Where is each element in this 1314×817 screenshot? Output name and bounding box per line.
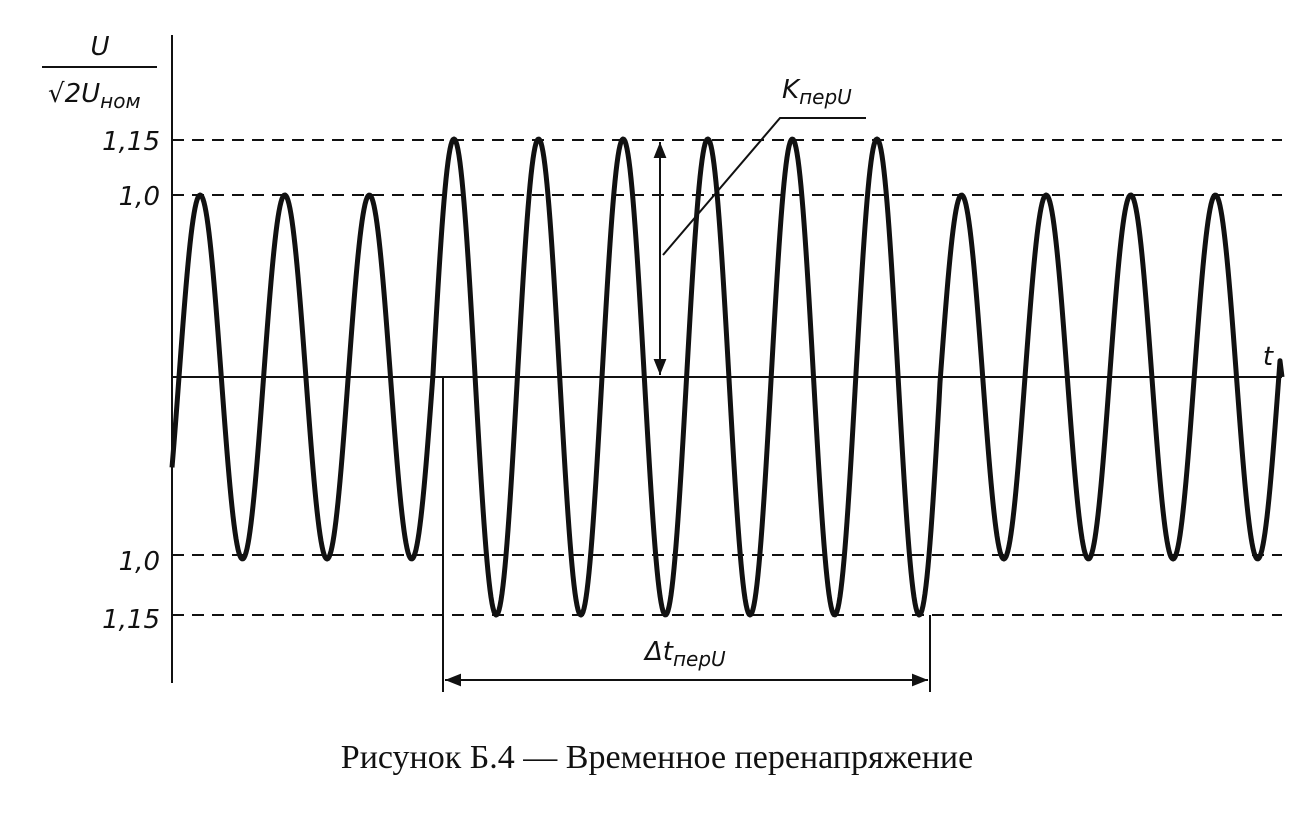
- y-label-numerator: U: [90, 32, 109, 62]
- y-label-denominator: √2Uном: [48, 79, 141, 113]
- voltage-wave: [169, 136, 1285, 618]
- caption: Рисунок Б.4 — Временное перенапряжение: [341, 739, 973, 776]
- leader-line: [662, 117, 866, 256]
- level-label: 1,0: [119, 547, 160, 577]
- level-label: 1,0: [119, 182, 160, 212]
- duration-label: ΔtперU: [643, 637, 726, 671]
- k-label: KперU: [782, 75, 852, 109]
- x-label: t: [1263, 342, 1274, 372]
- level-label: 1,15: [102, 605, 160, 635]
- level-label: 1,15: [102, 127, 160, 157]
